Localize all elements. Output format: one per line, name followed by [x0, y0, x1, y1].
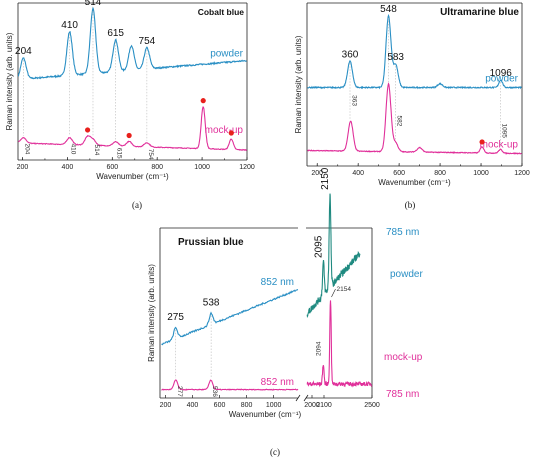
peak-label-small: 2154 [336, 286, 351, 293]
x-tick-label: 2000 [304, 402, 320, 409]
peak-label-small: 204 [23, 144, 30, 155]
x-tick-label: 400 [62, 164, 74, 171]
x-tick-label: 200 [17, 164, 29, 171]
peak-label-small: 536 [211, 386, 218, 397]
group-label-mockup: mock-up [384, 352, 423, 363]
peak-label: 514 [85, 0, 102, 8]
x-tick-label: 1200 [239, 164, 255, 171]
series-label: 785 nm [386, 389, 419, 400]
series-line-852-powder [161, 289, 299, 346]
series-line-785-mockup [306, 300, 373, 388]
axis-break [295, 394, 301, 402]
peak-label-small: 754 [147, 149, 154, 160]
chart-title: Prussian blue [178, 237, 244, 248]
peak-label-small: 514 [93, 145, 100, 156]
series-label: mock-up [205, 125, 244, 136]
x-tick-label: 2500 [364, 402, 380, 409]
panel-caption-a: (a) [132, 200, 142, 210]
peak-label: 2095 [313, 235, 324, 258]
series-line-mock-up [18, 106, 247, 152]
x-tick-label: 800 [151, 164, 163, 171]
y-axis-label: Raman intensity (arb. units) [5, 32, 14, 130]
x-tick-label: 2100 [316, 402, 332, 409]
x-tick-label: 400 [352, 170, 364, 177]
x-tick-label: 600 [214, 402, 226, 409]
series-line-powder [17, 6, 247, 80]
x-tick-label: 800 [434, 170, 446, 177]
x-tick-label: 800 [241, 402, 253, 409]
peak-label-small: 615 [116, 148, 123, 159]
peak-label: 548 [380, 4, 397, 15]
series-label: mock-up [480, 140, 519, 151]
x-tick-label: 600 [106, 164, 118, 171]
series-line-powder [307, 13, 522, 90]
x-tick-label: 1000 [266, 402, 282, 409]
peak-label: 615 [107, 28, 124, 39]
x-tick-label: 1000 [473, 170, 489, 177]
x-tick-label: 200 [311, 170, 323, 177]
peak-label-small: 2094 [315, 341, 322, 356]
peak-label: 204 [15, 46, 32, 57]
y-axis-label: Raman intensity (arb. units) [147, 264, 156, 362]
x-axis-label: Wavenumber (cm⁻¹) [378, 178, 451, 187]
panel-caption-b: (b) [405, 200, 416, 210]
x-tick-label: 200 [160, 402, 172, 409]
series-line-785-powder [306, 193, 361, 318]
peak-arrow [331, 288, 336, 298]
peak-label: 538 [203, 297, 220, 308]
peak-label-small: 363 [351, 95, 358, 106]
x-tick-label: 1200 [514, 170, 530, 177]
peak-label: 1096 [490, 68, 513, 79]
peak-label: 275 [167, 312, 184, 323]
marker-dot [479, 139, 485, 145]
x-axis-label: Wavenumber (cm⁻¹) [96, 172, 169, 181]
series-label: powder [210, 48, 243, 59]
marker-dot [84, 127, 91, 133]
peak-label: 410 [61, 20, 78, 31]
series-line-mock-up [307, 82, 522, 155]
x-tick-label: 600 [393, 170, 405, 177]
series-label: 852 nm [261, 377, 294, 388]
peak-label-small: 1095 [501, 123, 508, 138]
x-tick-label: 1000 [194, 164, 210, 171]
series-label: powder [485, 74, 518, 85]
peak-label-small: 410 [70, 144, 77, 155]
peak-label-small: 277 [176, 386, 183, 397]
peak-label: 583 [387, 52, 404, 63]
group-label-powder: powder [390, 269, 423, 280]
marker-dot [200, 98, 206, 104]
x-axis-label: Wavenumber (cm⁻¹) [229, 410, 302, 419]
marker-dot [228, 130, 234, 136]
panel-caption-c: (c) [270, 447, 280, 457]
y-axis-label: Raman intensity (arb. units) [294, 35, 303, 133]
series-line-852-mockup [161, 379, 299, 391]
axis-break [303, 394, 309, 402]
peak-label: 360 [342, 49, 359, 60]
peak-label-small: 582 [395, 116, 402, 127]
series-label: 785 nm [386, 227, 419, 238]
marker-dot [126, 132, 132, 139]
chart-title: Ultramarine blue [440, 7, 519, 18]
peak-label: 2150 [320, 167, 331, 190]
peak-label: 754 [139, 36, 156, 47]
series-label: 852 nm [261, 277, 294, 288]
chart-title: Cobalt blue [198, 7, 245, 17]
x-tick-label: 400 [187, 402, 199, 409]
